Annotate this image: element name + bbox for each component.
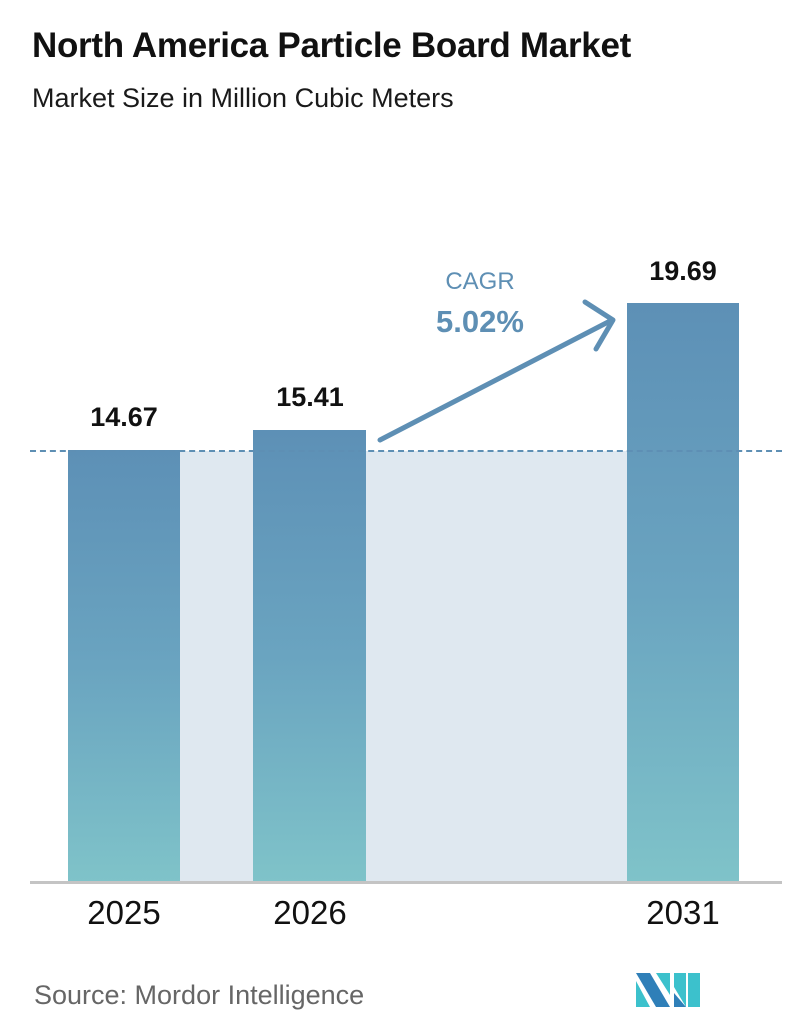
x-label-2031: 2031	[646, 894, 720, 931]
bar-value-2025: 14.67	[90, 402, 158, 432]
x-label-2026: 2026	[273, 894, 347, 931]
bar-value-2031: 19.69	[649, 256, 717, 286]
chart-title: North America Particle Board Market	[32, 26, 631, 65]
bar-2025	[68, 450, 180, 882]
bar-2026	[253, 430, 366, 882]
bar-2031	[627, 303, 739, 882]
source-text: Source: Mordor Intelligence	[34, 980, 365, 1010]
bar-value-2026: 15.41	[276, 382, 344, 412]
reference-dashed-line	[30, 450, 782, 452]
x-axis-baseline	[30, 881, 782, 884]
chart-subtitle: Market Size in Million Cubic Meters	[32, 83, 454, 113]
x-label-2025: 2025	[87, 894, 161, 931]
mordor-intelligence-logo-icon	[636, 973, 700, 1007]
cagr-value: 5.02%	[436, 304, 524, 339]
cagr-label: CAGR	[445, 268, 515, 295]
